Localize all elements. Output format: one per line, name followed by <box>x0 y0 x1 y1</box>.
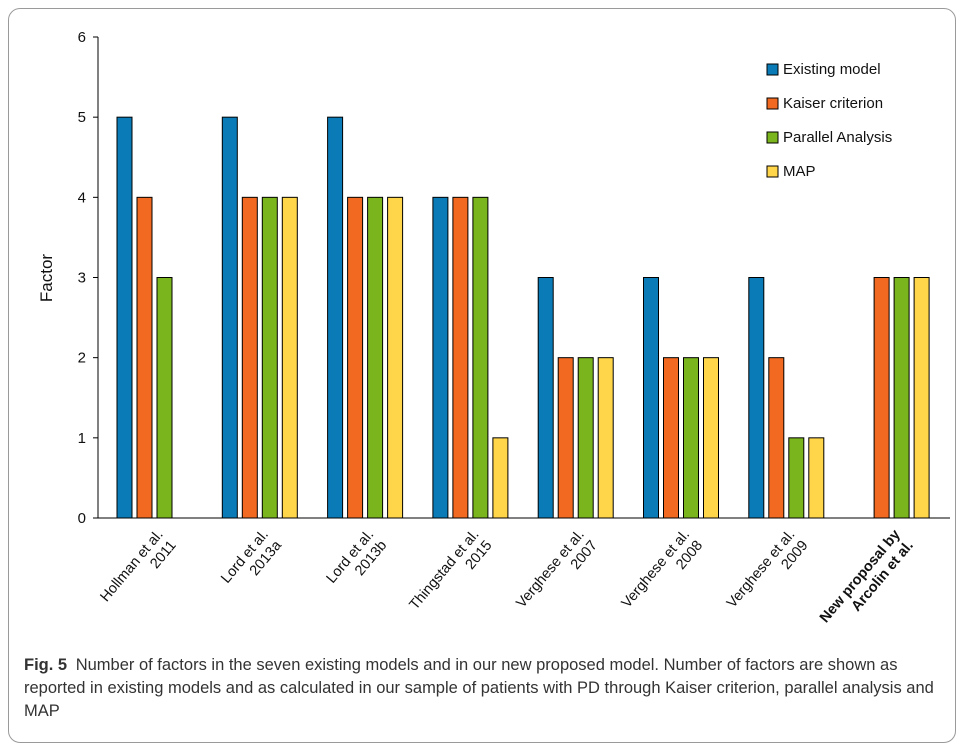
bar <box>261 196 278 519</box>
bar <box>913 277 930 519</box>
bar <box>136 196 153 519</box>
figure-caption: Fig. 5 Number of factors in the seven ex… <box>24 654 944 723</box>
legend-entry: MAP <box>783 163 816 180</box>
axes: 0 1 2 3 4 5 6 <box>78 29 950 527</box>
legend-swatch <box>766 63 779 76</box>
bar <box>557 357 574 519</box>
y-tick-label: 2 <box>78 350 86 367</box>
bar <box>327 116 344 519</box>
category-labels: Hollman et al.2011 Lord et al.2013a Lord e… <box>97 527 917 626</box>
bar <box>452 196 469 519</box>
legend-swatch <box>766 97 779 110</box>
bars <box>116 116 930 519</box>
category-label: Verghese et al.2007 <box>513 527 600 611</box>
bar <box>347 196 364 519</box>
bar <box>577 357 594 519</box>
bar <box>597 357 614 519</box>
bar <box>537 277 554 519</box>
bar-chart: 0 1 2 3 4 5 6 Existing model Kaiser criterion Pa… <box>37 29 950 626</box>
bar <box>281 196 298 519</box>
bar <box>703 357 719 519</box>
category-label: Verghese et al.2009 <box>724 527 811 611</box>
bar <box>387 196 404 519</box>
legend-swatch <box>766 131 779 144</box>
bar <box>663 357 679 519</box>
y-tick-label: 4 <box>78 189 86 206</box>
bar <box>492 437 509 519</box>
bar <box>156 277 173 519</box>
caption-text: Number of factors in the seven existing … <box>24 656 934 720</box>
y-tick-label: 5 <box>78 109 86 126</box>
bar <box>432 196 449 519</box>
bar <box>643 277 659 519</box>
bar <box>367 196 384 519</box>
caption-label: Fig. 5 <box>24 656 68 674</box>
category-label: Lord et al.2013a <box>218 527 285 587</box>
bar <box>472 196 489 519</box>
legend-entry: Parallel Analysis <box>783 129 892 146</box>
bar <box>683 357 699 519</box>
legend: Existing model Kaiser criterion Parallel A… <box>766 61 892 180</box>
legend-entry: Kaiser criterion <box>783 95 883 112</box>
y-tick-label: 1 <box>78 430 86 447</box>
bar <box>788 437 805 519</box>
y-tick-label: 0 <box>78 510 86 527</box>
category-label: Verghese et al.2008 <box>619 527 706 611</box>
category-label: Thingstad et al.2015 <box>407 527 496 613</box>
figure-frame <box>8 8 956 743</box>
bar <box>893 277 910 519</box>
category-label: Hollman et al.2011 <box>97 527 179 605</box>
y-tick-label: 3 <box>78 270 86 287</box>
legend-swatch <box>766 165 779 178</box>
bar <box>768 357 785 519</box>
bar <box>873 277 890 519</box>
bar <box>241 196 258 519</box>
bar <box>116 116 133 519</box>
y-axis-label: Factor <box>37 254 56 303</box>
y-tick-label: 6 <box>78 29 86 46</box>
bar <box>221 116 238 519</box>
bar <box>808 437 825 519</box>
legend-entry: Existing model <box>783 61 881 78</box>
category-label: Lord et al.2013b <box>324 527 391 587</box>
bar <box>748 277 765 519</box>
